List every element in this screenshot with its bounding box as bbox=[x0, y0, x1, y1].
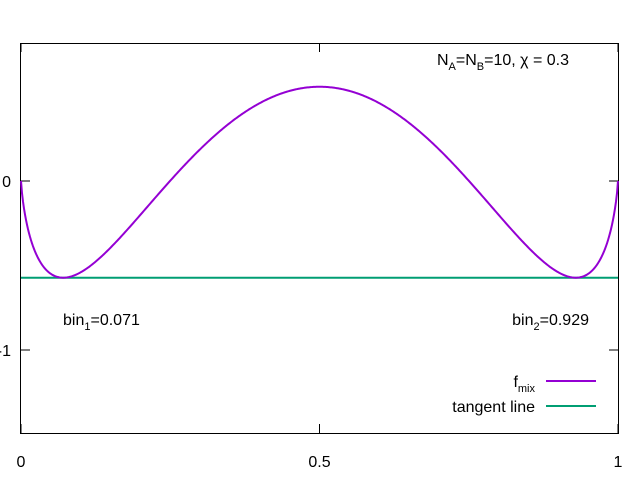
x-tick-label: 1 bbox=[614, 454, 623, 471]
y-axis: 0 -1 bbox=[0, 174, 618, 360]
y-tick-label: 0 bbox=[2, 174, 11, 191]
legend-label-fmix: fmix bbox=[513, 374, 535, 395]
legend-entry-tangent: tangent line bbox=[452, 399, 596, 416]
x-tick-2: 1 bbox=[614, 43, 623, 471]
legend: fmix tangent line bbox=[452, 374, 596, 416]
bin2-annotation: bin2=0.929 bbox=[512, 312, 589, 333]
x-tick-label: 0 bbox=[17, 454, 26, 471]
plot-frame bbox=[20, 43, 619, 434]
legend-label-tangent: tangent line bbox=[452, 399, 535, 416]
series-line-fmix bbox=[20, 85, 619, 279]
x-tick-0: 0 bbox=[17, 43, 26, 471]
bin1-annotation: bin1=0.071 bbox=[63, 312, 140, 333]
params-annotation: NA=NB=10, χ = 0.3 bbox=[437, 52, 569, 73]
y-tick-1: -1 bbox=[0, 343, 618, 360]
x-axis: 0 0.5 1 bbox=[17, 43, 623, 471]
y-tick-0: 0 bbox=[2, 174, 618, 191]
x-tick-label: 0.5 bbox=[308, 454, 330, 471]
y-tick-label: -1 bbox=[0, 343, 11, 360]
legend-entry-fmix: fmix bbox=[513, 374, 596, 395]
x-tick-1: 0.5 bbox=[308, 43, 331, 471]
